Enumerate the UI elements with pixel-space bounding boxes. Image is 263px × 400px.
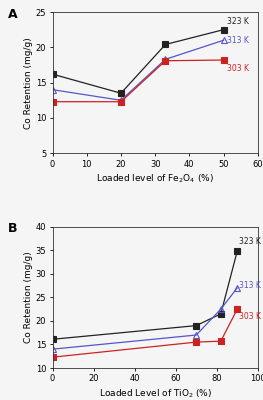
X-axis label: Loaded Level of TiO$_2$ (%): Loaded Level of TiO$_2$ (%)	[99, 388, 212, 400]
Text: A: A	[7, 8, 17, 21]
Text: 323 K: 323 K	[227, 17, 249, 26]
Y-axis label: Co Retention (mg/g): Co Retention (mg/g)	[24, 252, 33, 343]
Text: 313 K: 313 K	[227, 36, 249, 45]
Text: 323 K: 323 K	[239, 237, 261, 246]
Text: 303 K: 303 K	[227, 64, 249, 73]
X-axis label: Loaded level of Fe$_2$O$_4$ (%): Loaded level of Fe$_2$O$_4$ (%)	[96, 173, 214, 185]
Text: B: B	[7, 222, 17, 236]
Text: 313 K: 313 K	[239, 281, 261, 290]
Y-axis label: Co Retention (mg/g): Co Retention (mg/g)	[24, 37, 33, 128]
Text: 303 K: 303 K	[239, 312, 261, 321]
